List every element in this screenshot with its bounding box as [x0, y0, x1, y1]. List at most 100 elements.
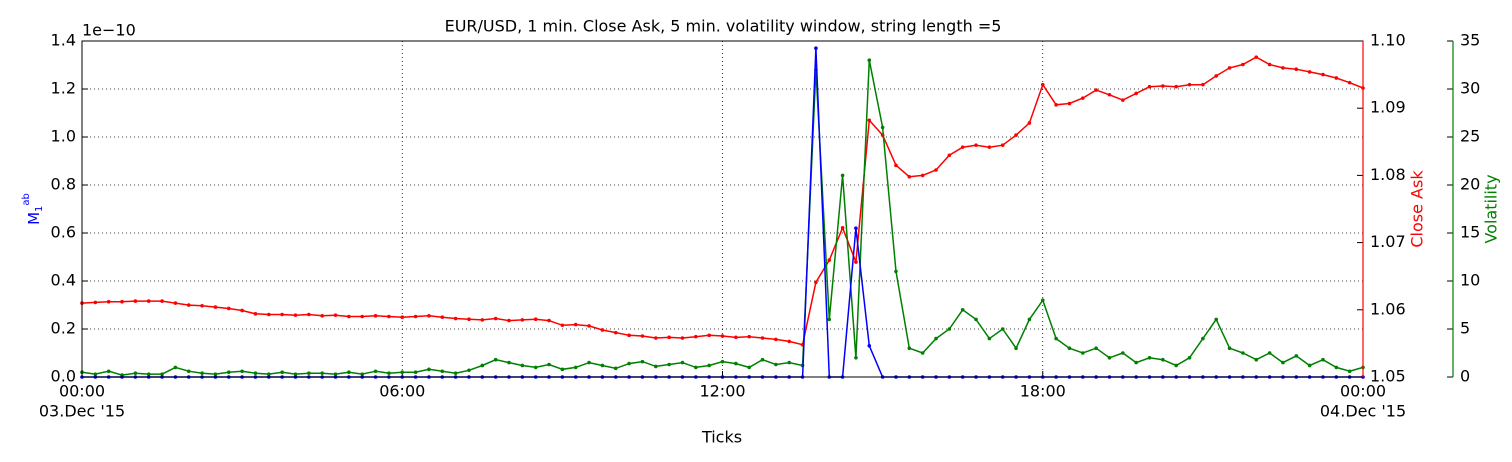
point	[707, 363, 711, 368]
point	[774, 362, 778, 367]
point	[627, 333, 631, 338]
y2-tick-label: 1.05	[1370, 367, 1406, 386]
x-tick-label: 00:00	[59, 382, 105, 401]
point	[173, 301, 178, 305]
y-axis-label: M1ab	[21, 193, 45, 225]
point	[186, 369, 191, 374]
point	[1241, 62, 1245, 67]
point	[480, 318, 485, 322]
point	[814, 280, 818, 285]
point	[1187, 356, 1192, 360]
y3-tick-label: 35	[1460, 31, 1480, 50]
point	[1294, 67, 1299, 72]
point	[1080, 351, 1085, 355]
point	[760, 357, 765, 362]
point	[934, 168, 938, 172]
point	[1201, 82, 1205, 87]
point	[467, 368, 471, 373]
point	[440, 369, 445, 374]
point	[827, 258, 832, 262]
point	[920, 173, 925, 178]
y3-tick-label: 5	[1460, 319, 1470, 338]
point	[1054, 336, 1058, 341]
point	[547, 362, 551, 367]
y3-tick-label: 10	[1460, 271, 1480, 290]
y3-tick-label: 15	[1460, 223, 1480, 242]
x-date-label: 04.Dec '15	[1320, 402, 1406, 421]
point	[293, 372, 298, 376]
point	[1174, 363, 1178, 368]
point	[680, 360, 685, 365]
y2-tick-label: 1.07	[1370, 232, 1406, 251]
point	[587, 360, 591, 365]
y2-tick-label: 1.10	[1370, 31, 1406, 50]
point	[373, 314, 378, 318]
point	[1254, 55, 1259, 59]
point	[493, 357, 498, 362]
y-tick-label: 1.4	[51, 31, 76, 50]
y2-tick-label: 1.08	[1370, 165, 1406, 184]
point	[640, 334, 645, 338]
point	[1347, 369, 1352, 374]
point	[413, 370, 418, 375]
point	[1267, 62, 1272, 67]
point	[347, 370, 351, 375]
point	[360, 372, 365, 376]
point	[560, 323, 565, 328]
point	[493, 316, 498, 321]
point	[667, 335, 671, 340]
point	[387, 371, 391, 375]
point	[1000, 327, 1005, 331]
point	[653, 364, 658, 369]
point	[1040, 298, 1045, 303]
point	[93, 300, 98, 305]
point	[747, 334, 751, 339]
x-axis-label: Ticks	[701, 428, 742, 447]
point	[1321, 357, 1325, 362]
point	[1227, 66, 1232, 70]
point	[920, 351, 925, 355]
y3-tick-label: 0	[1460, 367, 1470, 386]
point	[867, 58, 872, 62]
y-offset-label: 1e−10	[82, 21, 136, 40]
point	[427, 314, 431, 318]
point	[146, 372, 151, 376]
point	[1121, 98, 1125, 102]
y2-tick-label: 1.06	[1370, 299, 1406, 318]
point	[1040, 82, 1045, 87]
point	[1227, 346, 1232, 351]
y3-tick-label: 25	[1460, 127, 1480, 146]
point	[1094, 346, 1098, 351]
point	[373, 369, 378, 374]
point	[267, 312, 271, 317]
point	[1254, 357, 1259, 362]
point	[1241, 351, 1245, 355]
y-label-sub: 1	[34, 206, 45, 212]
point	[867, 344, 872, 348]
point	[1161, 357, 1165, 362]
point	[613, 330, 618, 335]
point	[1334, 76, 1339, 80]
point	[987, 336, 992, 341]
point	[520, 318, 525, 322]
point	[507, 318, 511, 323]
point	[1267, 351, 1272, 355]
point	[1147, 356, 1152, 360]
point	[814, 46, 818, 50]
point	[547, 318, 551, 323]
point	[387, 314, 391, 319]
point	[1174, 84, 1178, 89]
point	[507, 360, 511, 365]
point	[1027, 317, 1032, 322]
point	[1134, 91, 1138, 96]
point	[947, 327, 952, 331]
point	[307, 371, 311, 375]
y-tick-label: 0.2	[51, 319, 76, 338]
point	[213, 305, 218, 309]
point	[1321, 72, 1325, 77]
point	[573, 365, 578, 370]
point	[947, 153, 952, 158]
point	[840, 173, 845, 178]
point	[173, 365, 178, 370]
